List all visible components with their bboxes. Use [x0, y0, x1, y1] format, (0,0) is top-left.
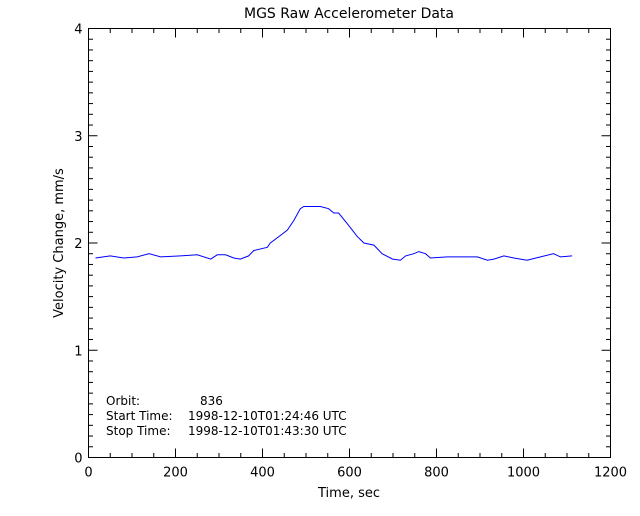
x-tick-label: 1200 [594, 466, 627, 481]
y-tick-label: 3 [74, 130, 82, 145]
x-tick-label: 400 [250, 466, 275, 481]
plot-frame [88, 28, 611, 458]
x-tick-label: 1000 [507, 466, 540, 481]
y-axis-label: Velocity Change, mm/s [52, 168, 67, 318]
stop-time-value: 1998-12-10T01:43:30 UTC [188, 424, 347, 438]
y-tick-label: 1 [74, 344, 82, 359]
x-tick-label: 800 [424, 466, 449, 481]
y-tick-label: 0 [74, 452, 82, 467]
stop-time-label: Stop Time: [106, 424, 171, 438]
series-line [95, 206, 573, 261]
x-tick-label: 0 [84, 466, 92, 481]
x-tick-label: 600 [337, 466, 362, 481]
start-time-value: 1998-12-10T01:24:46 UTC [188, 409, 347, 423]
chart-title: MGS Raw Accelerometer Data [244, 6, 454, 22]
x-axis-label: Time, sec [317, 486, 380, 501]
start-time-label: Start Time: [106, 409, 173, 423]
y-tick-label: 4 [74, 23, 82, 38]
x-tick-label: 200 [163, 466, 188, 481]
orbit-label: Orbit: [106, 394, 140, 408]
orbit-value: 836 [200, 394, 223, 408]
y-tick-label: 2 [74, 237, 82, 252]
